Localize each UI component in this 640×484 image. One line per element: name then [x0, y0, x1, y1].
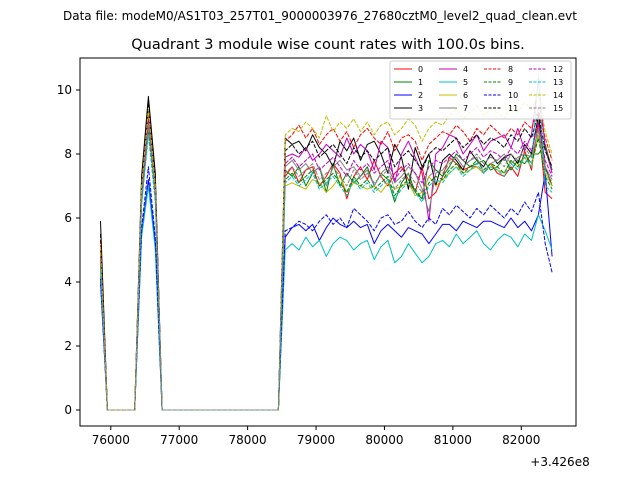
series-line-10	[100, 166, 553, 411]
legend-label-4: 4	[463, 65, 468, 74]
x-tick-label: 77000	[160, 433, 198, 447]
legend-label-14: 14	[553, 91, 563, 100]
legend-box	[389, 60, 572, 120]
legend-label-0: 0	[418, 65, 423, 74]
legend-label-2: 2	[418, 91, 423, 100]
series-line-15	[100, 124, 553, 411]
legend-label-5: 5	[463, 78, 468, 87]
y-tick-label: 0	[64, 403, 72, 417]
y-tick-label: 8	[64, 147, 72, 161]
legend-label-12: 12	[553, 65, 563, 74]
legend-label-15: 15	[553, 104, 563, 113]
legend-label-13: 13	[553, 78, 563, 87]
data-file-suptitle: Data file: modeM0/AS1T03_257T01_90000039…	[63, 9, 577, 23]
axes-frame	[79, 57, 577, 427]
legend-label-9: 9	[508, 78, 513, 87]
y-tick-label: 6	[64, 211, 72, 225]
legend-label-8: 8	[508, 65, 513, 74]
y-tick-label: 10	[57, 83, 72, 97]
y-tick-label: 4	[64, 275, 72, 289]
y-tick-label: 2	[64, 339, 72, 353]
x-offset-label: +3.426e8	[530, 455, 589, 469]
legend-label-1: 1	[418, 78, 423, 87]
legend-label-3: 3	[418, 104, 423, 113]
chart-title: Quadrant 3 module wise count rates with …	[131, 37, 525, 53]
x-tick-label: 82000	[502, 433, 540, 447]
legend-label-7: 7	[463, 104, 468, 113]
x-tick-label: 81000	[434, 433, 472, 447]
plot-area: 76000 77000 78000 79000 80000 81000 82000 0 2 4 6 8…	[57, 57, 577, 447]
legend-label-10: 10	[508, 91, 518, 100]
x-tick-label: 78000	[229, 433, 267, 447]
legend-label-11: 11	[508, 104, 518, 113]
x-tick-label: 79000	[297, 433, 335, 447]
x-tick-label: 76000	[92, 433, 130, 447]
x-tick-label: 80000	[365, 433, 403, 447]
legend-label-6: 6	[463, 91, 468, 100]
